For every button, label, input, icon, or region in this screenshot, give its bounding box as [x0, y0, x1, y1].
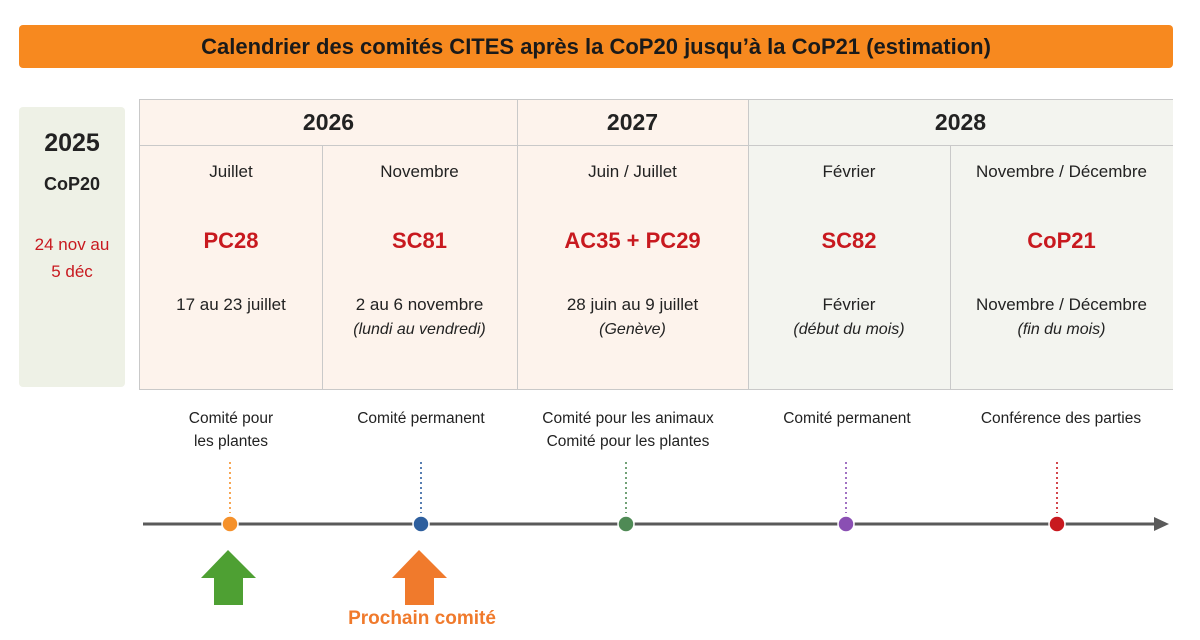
past-meeting-arrow-icon [201, 550, 256, 605]
meeting-month: Novembre / Décembre [975, 162, 1147, 181]
meeting-dates: Février [822, 295, 876, 314]
meeting-note: (début du mois) [793, 321, 905, 338]
column-divider [322, 146, 323, 389]
start-event: CoP20 [43, 174, 101, 194]
meeting-month: Juillet [209, 162, 253, 181]
year-divider [517, 100, 518, 389]
timeline-marker-sc82 [837, 515, 855, 533]
description-line1: Comité permanent [357, 410, 485, 427]
start-dates: 24 nov au 5 déc [19, 231, 125, 285]
timeline-marker-sc81 [412, 515, 430, 533]
meeting-month: Février [822, 162, 876, 181]
meeting-cell-sc81: Novembre SC81 2 au 6 novembre (lundi au … [322, 146, 517, 389]
next-meeting-arrow-icon [392, 550, 447, 605]
meeting-month: Novembre [380, 162, 459, 181]
meeting-code: AC35 + PC29 [564, 228, 701, 253]
description-line2: les plantes [193, 433, 269, 450]
meeting-code: CoP21 [1027, 228, 1096, 253]
description-line1: Comité pour les animaux [542, 410, 714, 427]
next-meeting-label: Prochain comité [348, 608, 496, 629]
description-line2: Comité pour les plantes [546, 433, 710, 450]
meeting-dates: Novembre / Décembre [975, 295, 1147, 314]
cop20-card: 2025 CoP20 24 nov au 5 déc [19, 107, 125, 387]
meeting-note: (Genève) [599, 321, 666, 338]
meeting-dates: 2 au 6 novembre [355, 295, 484, 314]
timeline-marker-ac35-pc29 [617, 515, 635, 533]
meeting-cell-cop21: Novembre / Décembre CoP21 Novembre / Déc… [950, 146, 1173, 389]
meeting-code: SC82 [821, 228, 877, 253]
meeting-description-cop21: Conférence des parties [951, 407, 1171, 430]
meeting-code: SC81 [391, 228, 448, 253]
meeting-description-sc82: Comité permanent [737, 407, 957, 430]
start-dates-line1: 24 nov au [34, 235, 110, 254]
year-header-2027: 2027 [517, 100, 748, 146]
page-title: Calendrier des comités CITES après la Co… [201, 33, 991, 59]
timeline-marker-pc28 [221, 515, 239, 533]
timeline-marker-cop21 [1048, 515, 1066, 533]
timeline-arrowhead-icon [1154, 517, 1169, 531]
meeting-dates: 17 au 23 juillet [176, 295, 286, 314]
meeting-description-pc28: Comité pour les plantes [121, 407, 341, 453]
start-year: 2025 [44, 129, 100, 157]
schedule-table: 2026 2027 2028 Juillet PC28 17 au 23 jui… [139, 99, 1173, 390]
year-header-2028: 2028 [748, 100, 1173, 146]
meeting-cell-sc82: Février SC82 Février (début du mois) [748, 146, 950, 389]
meeting-cell-ac35-pc29: Juin / Juillet AC35 + PC29 28 juin au 9 … [517, 146, 748, 389]
meeting-description-sc81: Comité permanent [311, 407, 531, 430]
year-divider [748, 100, 749, 389]
title-banner: Calendrier des comités CITES après la Co… [19, 25, 1173, 68]
meeting-dates: 28 juin au 9 juillet [566, 295, 699, 314]
meeting-code: PC28 [203, 228, 259, 253]
start-dates-line2: 5 déc [51, 262, 93, 281]
description-line1: Comité pour [188, 410, 274, 427]
meeting-description-ac35-pc29: Comité pour les animaux Comité pour les … [518, 407, 738, 453]
meeting-cell-pc28: Juillet PC28 17 au 23 juillet [140, 146, 322, 389]
meeting-note: (fin du mois) [1017, 321, 1106, 338]
description-line1: Comité permanent [783, 410, 911, 427]
column-divider [950, 146, 951, 389]
year-header-2026: 2026 [140, 100, 517, 146]
meeting-note: (lundi au vendredi) [353, 321, 486, 338]
description-line1: Conférence des parties [980, 410, 1142, 427]
meeting-month: Juin / Juillet [588, 162, 677, 181]
